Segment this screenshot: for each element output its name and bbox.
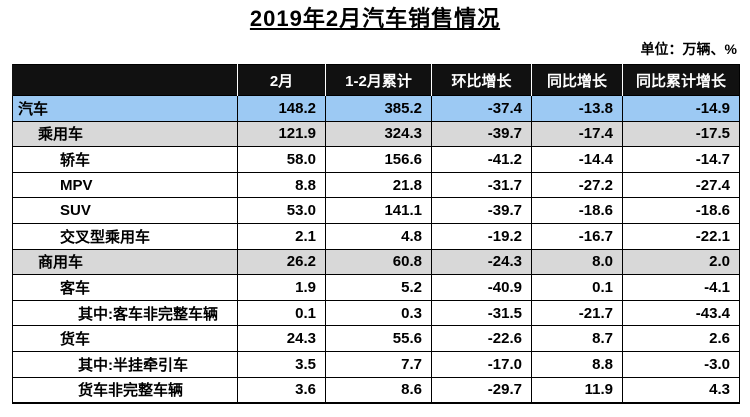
cell-value: -16.7 [531,222,623,250]
cell-value: 26.2 [237,248,326,276]
cell-value: -14.9 [622,95,740,122]
table-row: 汽车 148.2 385.2 -37.4 -13.8 -14.9 [12,95,740,122]
table-row: SUV 53.0 141.1 -39.7 -18.6 -18.6 [12,197,740,224]
cell-value: -18.6 [622,197,740,224]
row-label: 轿车 [12,146,238,173]
cell-value: -39.7 [431,197,532,224]
row-label: 货车 [12,325,238,352]
cell-value: 1.9 [237,274,326,301]
cell-value: 148.2 [237,95,326,122]
cell-value: 55.6 [325,325,432,352]
cell-value: 53.0 [237,197,326,224]
cell-value: 8.7 [531,325,623,352]
cell-value: -24.3 [431,248,532,276]
cell-value: -41.2 [431,146,532,173]
column-header: 1-2月累计 [325,64,432,96]
table-row: 轿车 58.0 156.6 -41.2 -14.4 -14.7 [12,146,740,173]
table-head: 2月 1-2月累计 环比增长 同比增长 同比累计增长 [12,64,740,96]
row-label: 汽车 [12,95,238,122]
cell-value: -13.8 [531,95,623,122]
row-label: 其中:客车非完整车辆 [12,299,238,327]
cell-value: -22.1 [622,222,740,250]
cell-value: -18.6 [531,197,623,224]
cell-value: -19.2 [431,222,532,250]
cell-value: -17.5 [622,120,740,148]
cell-value: -40.9 [431,274,532,301]
table-row: MPV 8.8 21.8 -31.7 -27.2 -27.4 [12,171,740,199]
cell-value: 7.7 [325,350,432,378]
cell-value: -43.4 [622,299,740,327]
cell-value: 60.8 [325,248,432,276]
cell-value: -17.0 [431,350,532,378]
cell-value: 0.3 [325,299,432,327]
cell-value: -14.4 [531,146,623,173]
cell-value: -14.7 [622,146,740,173]
cell-value: -3.0 [622,350,740,378]
table-row: 乘用车 121.9 324.3 -39.7 -17.4 -17.5 [12,120,740,148]
cell-value: 8.8 [237,171,326,199]
row-label: 货车非完整车辆 [12,376,238,405]
table-body: 汽车 148.2 385.2 -37.4 -13.8 -14.9 乘用车 121.9 324.3… [12,95,740,405]
cell-value: 156.6 [325,146,432,173]
cell-value: 8.6 [325,376,432,405]
row-label: 客车 [12,274,238,301]
cell-value: 8.0 [531,248,623,276]
cell-value: -31.7 [431,171,532,199]
column-header: 同比累计增长 [622,64,740,96]
cell-value: 2.6 [622,325,740,352]
table-row: 货车非完整车辆 3.6 8.6 -29.7 11.9 4.3 [12,376,740,405]
row-label: MPV [12,171,238,199]
row-label: 其中:半挂牵引车 [12,350,238,378]
column-header: 环比增长 [431,64,532,96]
cell-value: -29.7 [431,376,532,405]
cell-value: 2.1 [237,222,326,250]
table-row: 其中:客车非完整车辆 0.1 0.3 -31.5 -21.7 -43.4 [12,299,740,327]
table-row: 其中:半挂牵引车 3.5 7.7 -17.0 8.8 -3.0 [12,350,740,378]
cell-value: 21.8 [325,171,432,199]
cell-value: -31.5 [431,299,532,327]
cell-value: 5.2 [325,274,432,301]
cell-value: 4.8 [325,222,432,250]
cell-value: 8.8 [531,350,623,378]
cell-value: 3.5 [237,350,326,378]
cell-value: 324.3 [325,120,432,148]
column-header: 同比增长 [531,64,623,96]
cell-value: 58.0 [237,146,326,173]
row-label: 乘用车 [12,120,238,148]
unit-label: 单位：万辆、% [640,41,737,57]
cell-value: 2.0 [622,248,740,276]
page: 2019年2月汽车销售情况 单位：万辆、% 2月 1-2月累计 环比增长 同比增长 同比… [0,5,750,405]
cell-value: 121.9 [237,120,326,148]
table-row: 交叉型乘用车 2.1 4.8 -19.2 -16.7 -22.1 [12,222,740,250]
cell-value: 385.2 [325,95,432,122]
table-row: 货车 24.3 55.6 -22.6 8.7 2.6 [12,325,740,352]
cell-value: 0.1 [237,299,326,327]
cell-value: 0.1 [531,274,623,301]
cell-value: -37.4 [431,95,532,122]
cell-value: 24.3 [237,325,326,352]
cell-value: -27.2 [531,171,623,199]
row-label: 商用车 [12,248,238,276]
row-label: SUV [12,197,238,224]
cell-value: -17.4 [531,120,623,148]
cell-value: -27.4 [622,171,740,199]
column-header-empty [12,64,238,96]
cell-value: 11.9 [531,376,623,405]
table-row: 客车 1.9 5.2 -40.9 0.1 -4.1 [12,274,740,301]
cell-value: -22.6 [431,325,532,352]
sales-table: 2月 1-2月累计 环比增长 同比增长 同比累计增长 汽车 148.2 385.2 -37.4… [12,64,740,405]
cell-value: 3.6 [237,376,326,405]
table-row: 商用车 26.2 60.8 -24.3 8.0 2.0 [12,248,740,276]
column-header: 2月 [237,64,326,96]
page-title: 2019年2月汽车销售情况 [249,6,501,31]
table-header-row: 2月 1-2月累计 环比增长 同比增长 同比累计增长 [12,64,740,96]
cell-value: 141.1 [325,197,432,224]
cell-value: -21.7 [531,299,623,327]
cell-value: -39.7 [431,120,532,148]
cell-value: 4.3 [622,376,740,405]
row-label: 交叉型乘用车 [12,222,238,250]
cell-value: -4.1 [622,274,740,301]
